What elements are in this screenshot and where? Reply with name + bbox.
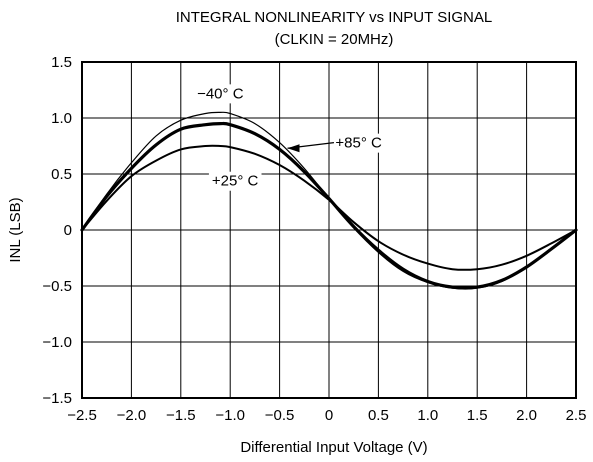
y-tick-label: −1.5 [42, 390, 72, 407]
annotation-background [208, 171, 262, 191]
y-tick-label: 1.0 [51, 110, 72, 127]
x-tick-label: −2.5 [67, 407, 97, 424]
series-lines [80, 111, 578, 290]
series-annotation: +25° C [212, 173, 259, 190]
series-line-25c [81, 144, 577, 271]
x-tick-label: 2.5 [566, 407, 587, 424]
grid [81, 61, 577, 399]
x-axis-label: Differential Input Voltage (V) [240, 439, 427, 456]
chart-title: INTEGRAL NONLINEARITY vs INPUT SIGNAL [176, 9, 492, 26]
y-tick-label: −1.0 [42, 334, 72, 351]
series-annotation: −40° C [197, 85, 244, 102]
x-tick-label: 2.0 [516, 407, 537, 424]
x-tick-label: −2.0 [117, 407, 147, 424]
annotation-background [194, 84, 247, 104]
series-line-85c [80, 121, 578, 290]
x-tick-label: −1.0 [215, 407, 245, 424]
x-tick-label: −1.5 [166, 407, 196, 424]
y-tick-labels: 1.5 1.0 0.5 0 −0.5 −1.0 −1.5 [42, 54, 72, 407]
annotation-background [332, 133, 386, 153]
x-tick-label: 1.0 [417, 407, 438, 424]
x-tick-label: 1.5 [467, 407, 488, 424]
y-tick-label: 0.5 [51, 166, 72, 183]
y-tick-label: 1.5 [51, 54, 72, 71]
chart-subtitle: (CLKIN = 20MHz) [275, 31, 394, 48]
x-tick-label: 0 [325, 407, 333, 424]
x-tick-label: −0.5 [265, 407, 295, 424]
annotation-arrowhead [287, 144, 300, 153]
annotations: −40° C +85° C +25° C [194, 84, 386, 191]
y-tick-label: 0 [64, 222, 72, 239]
plot-frame [81, 61, 577, 399]
y-tick-label: −0.5 [42, 278, 72, 295]
x-tick-labels: −2.5 −2.0 −1.5 −1.0 −0.5 0 0.5 1.0 1.5 2.0 2.5 [67, 407, 586, 424]
series-annotation: +85° C [335, 135, 382, 152]
y-axis-label: INL (LSB) [7, 197, 24, 262]
x-tick-label: 0.5 [368, 407, 389, 424]
